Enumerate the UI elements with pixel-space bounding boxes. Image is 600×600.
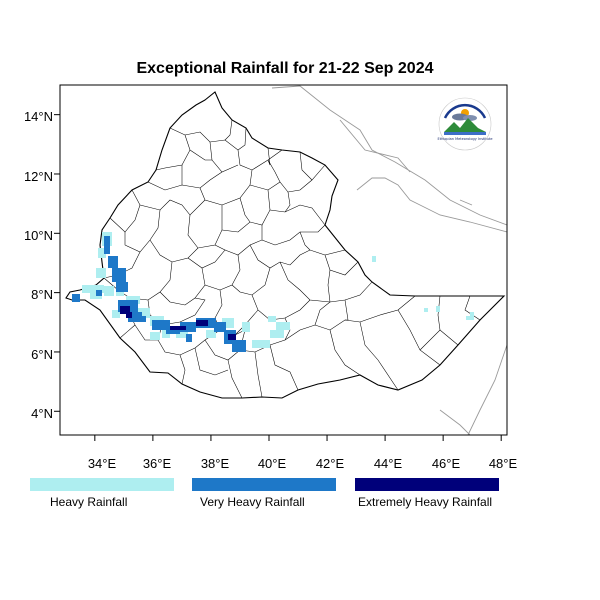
legend-label-very-heavy: Very Heavy Rainfall [200,495,305,509]
legend: Heavy Rainfall Very Heavy Rainfall Extre… [30,478,499,509]
x-tick-label: 42°E [316,456,345,471]
y-tick-label: 4°N [31,406,53,421]
y-tick-label: 8°N [31,287,53,302]
x-tick-label: 40°E [258,456,287,471]
rainfall-heavy [82,232,474,348]
admin-boundaries [103,119,481,399]
legend-label-heavy: Heavy Rainfall [50,495,127,509]
legend-swatch-extremely-heavy [355,478,499,491]
x-tick-label: 46°E [432,456,461,471]
map-area [65,85,507,435]
x-tick-label: 36°E [143,456,172,471]
logo-caption: Ethiopian Meteorology Institute [438,137,493,141]
y-tick-label: 6°N [31,347,53,362]
legend-swatch-heavy [30,478,174,491]
map-frame [59,84,508,436]
x-tick-label: 38°E [201,456,230,471]
meteorology-institute-logo-icon: Ethiopian Meteorology Institute [438,97,493,151]
legend-swatch-very-heavy [192,478,336,491]
x-tick-label: 44°E [374,456,403,471]
legend-label-extremely-heavy: Extremely Heavy Rainfall [358,495,492,509]
y-tick-label: 12°N [24,169,53,184]
y-axis-labels: 14°N 12°N 10°N 8°N 6°N 4°N [24,109,53,421]
map-title: Exceptional Rainfall for 21-22 Sep 2024 [136,60,433,77]
y-tick-label: 10°N [24,228,53,243]
y-tick-label: 14°N [24,109,53,124]
x-axis-labels: 34°E 36°E 38°E 40°E 42°E 44°E 46°E 48°E [88,456,518,471]
country-outline [65,91,506,399]
x-tick-label: 34°E [88,456,117,471]
axis-ticks [54,114,502,441]
neighbor-borders [271,85,507,435]
x-tick-label: 48°E [489,456,518,471]
rainfall-extremely-heavy [120,306,236,340]
